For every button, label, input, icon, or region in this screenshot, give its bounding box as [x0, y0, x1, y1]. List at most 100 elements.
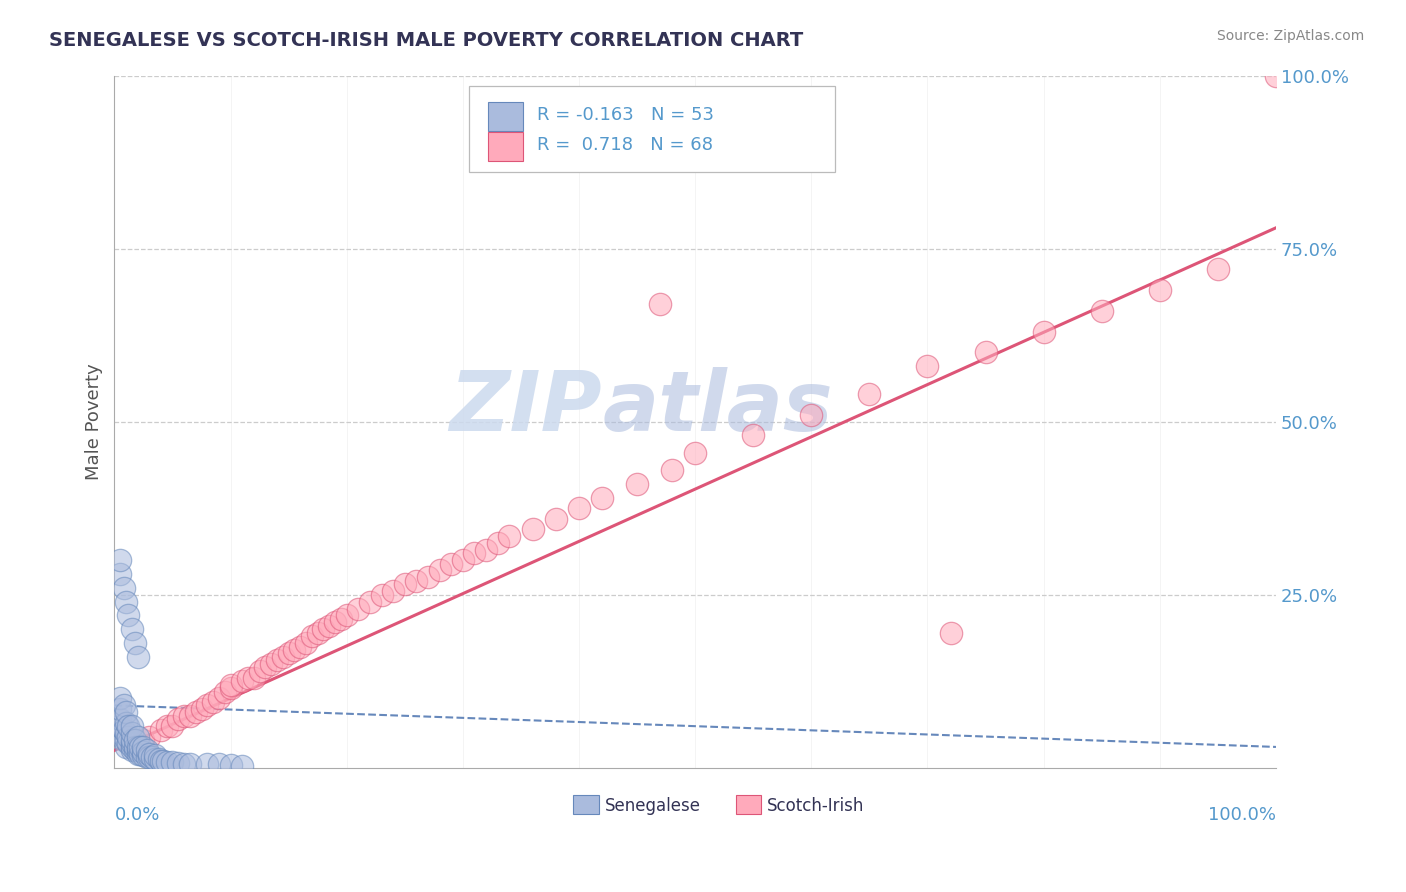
Point: [382, 584, 405, 599]
Point: [1206, 262, 1229, 277]
Point: [138, 750, 160, 764]
Point: [260, 657, 283, 671]
Point: [121, 736, 143, 750]
Point: [208, 757, 231, 772]
Bar: [488, 132, 523, 161]
Point: [195, 757, 218, 772]
Point: [1265, 69, 1288, 83]
Point: [156, 719, 179, 733]
Point: [683, 446, 706, 460]
Point: [162, 719, 184, 733]
Point: [939, 625, 962, 640]
Point: [184, 706, 207, 720]
Point: [1149, 283, 1171, 297]
Text: 0.0%: 0.0%: [114, 805, 160, 824]
Point: [110, 712, 132, 726]
Point: [173, 708, 195, 723]
Point: [143, 748, 166, 763]
Point: [440, 557, 463, 571]
Point: [347, 601, 370, 615]
Point: [124, 743, 146, 757]
Point: [179, 757, 201, 772]
Point: [208, 691, 231, 706]
Point: [115, 706, 138, 720]
Point: [661, 463, 683, 477]
Point: [167, 756, 190, 770]
Point: [219, 678, 242, 692]
Point: [117, 608, 139, 623]
Point: [271, 649, 294, 664]
Point: [219, 758, 242, 772]
Point: [110, 726, 132, 740]
Point: [463, 546, 485, 560]
Point: [115, 594, 138, 608]
Point: [127, 743, 149, 757]
Point: [149, 754, 172, 768]
Point: [486, 535, 509, 549]
Text: R = -0.163   N = 53: R = -0.163 N = 53: [537, 106, 714, 124]
Point: [591, 491, 613, 505]
Point: [117, 719, 139, 733]
Point: [429, 563, 451, 577]
Point: [124, 733, 146, 747]
Point: [626, 476, 648, 491]
Point: [522, 522, 544, 536]
Point: [312, 622, 335, 636]
Point: [115, 733, 138, 747]
Point: [231, 674, 253, 689]
Point: [156, 755, 179, 769]
Point: [127, 730, 149, 744]
Point: [195, 698, 218, 713]
Point: [115, 726, 138, 740]
Point: [190, 702, 212, 716]
Point: [498, 529, 520, 543]
Point: [132, 746, 155, 760]
Point: [243, 671, 266, 685]
Point: [323, 615, 346, 630]
Point: [336, 608, 359, 623]
Point: [124, 636, 146, 650]
Point: [370, 588, 392, 602]
Point: [127, 747, 149, 761]
Text: Source: ZipAtlas.com: Source: ZipAtlas.com: [1216, 29, 1364, 43]
Text: R =  0.718   N = 68: R = 0.718 N = 68: [537, 136, 713, 153]
Point: [129, 739, 152, 754]
Point: [249, 664, 271, 678]
Point: [917, 359, 939, 374]
Bar: [574, 795, 599, 814]
Bar: [735, 795, 762, 814]
Point: [136, 750, 159, 764]
Text: atlas: atlas: [602, 368, 832, 449]
Point: [359, 594, 381, 608]
Text: ZIP: ZIP: [450, 368, 602, 449]
Point: [148, 752, 170, 766]
Point: [138, 747, 160, 761]
Point: [121, 622, 143, 636]
Point: [301, 629, 323, 643]
Point: [858, 387, 880, 401]
Point: [132, 739, 155, 754]
Text: Senegalese: Senegalese: [605, 797, 700, 814]
Point: [179, 708, 201, 723]
FancyBboxPatch shape: [468, 86, 835, 172]
Point: [544, 511, 567, 525]
Point: [112, 581, 135, 595]
Point: [149, 723, 172, 737]
Point: [742, 428, 765, 442]
Point: [318, 619, 340, 633]
Point: [202, 695, 225, 709]
Point: [143, 752, 166, 766]
Point: [236, 671, 259, 685]
Point: [121, 739, 143, 754]
Text: 100.0%: 100.0%: [1208, 805, 1277, 824]
Point: [451, 553, 474, 567]
Point: [124, 739, 146, 754]
Point: [112, 733, 135, 747]
Point: [974, 345, 997, 359]
Point: [112, 723, 135, 737]
Point: [329, 612, 352, 626]
Point: [152, 754, 174, 768]
Point: [266, 653, 288, 667]
Point: [132, 748, 155, 763]
Point: [231, 758, 253, 772]
